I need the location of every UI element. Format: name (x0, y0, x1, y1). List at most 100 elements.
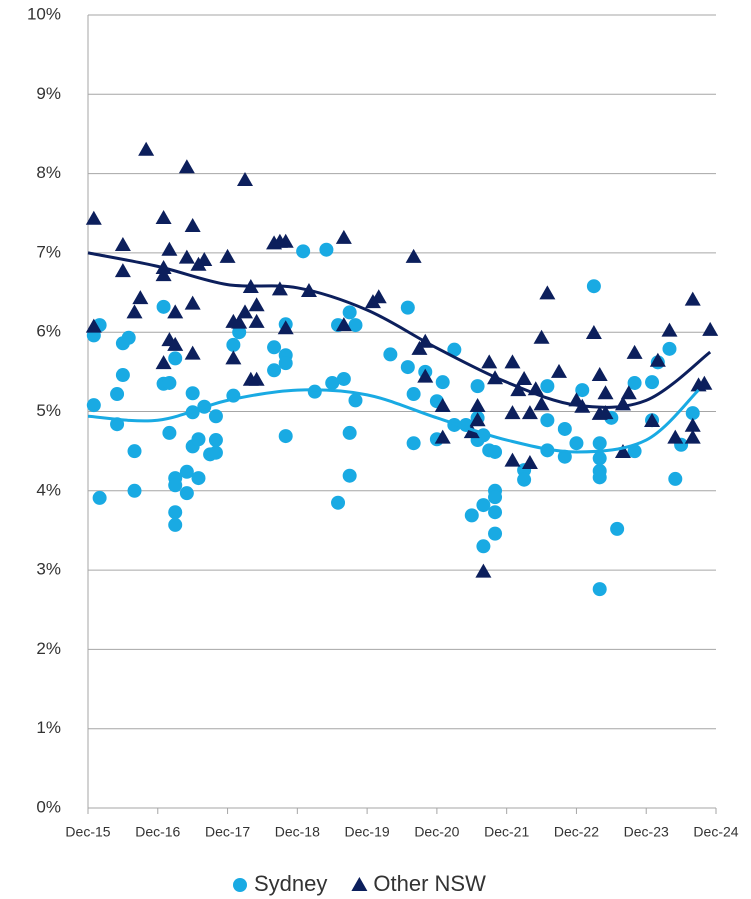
y-tick-label: 3% (36, 560, 61, 579)
point (504, 452, 521, 467)
point (248, 313, 265, 328)
point (168, 517, 183, 532)
point (138, 141, 155, 156)
point (271, 281, 288, 296)
point (162, 425, 177, 440)
y-tick-label: 9% (36, 84, 61, 103)
point (644, 413, 661, 428)
y-tick-label: 6% (36, 322, 61, 341)
point (342, 425, 357, 440)
point (86, 398, 101, 413)
point (406, 387, 421, 402)
point (434, 429, 451, 444)
point (411, 340, 428, 355)
point (667, 429, 684, 444)
point (162, 375, 177, 390)
point (383, 347, 398, 362)
point (627, 444, 642, 459)
point (488, 505, 503, 520)
point (168, 351, 183, 366)
point (614, 443, 631, 458)
point (684, 291, 701, 306)
point (184, 295, 201, 310)
point (540, 379, 555, 394)
x-tick-label: Dec-20 (414, 824, 459, 840)
point (620, 385, 637, 400)
point (179, 464, 194, 479)
point (469, 412, 486, 427)
legend-marker (233, 878, 247, 892)
x-tick-label: Dec-15 (65, 824, 110, 840)
point (488, 444, 503, 459)
x-tick-label: Dec-18 (275, 824, 320, 840)
point (400, 360, 415, 375)
point (592, 470, 607, 485)
point (161, 241, 178, 256)
point (348, 393, 363, 408)
point (278, 429, 293, 444)
point (685, 406, 700, 421)
point (184, 217, 201, 232)
point (208, 433, 223, 448)
point (668, 471, 683, 486)
point (645, 375, 660, 390)
point (597, 385, 614, 400)
point (517, 472, 532, 487)
point (155, 267, 172, 282)
point (575, 383, 590, 398)
x-tick-label: Dec-17 (205, 824, 250, 840)
legend-label: Other NSW (373, 871, 486, 896)
point (114, 263, 131, 278)
point (469, 397, 486, 412)
point (447, 342, 462, 357)
point (225, 350, 242, 365)
point (114, 236, 131, 251)
point (167, 336, 184, 351)
point (488, 490, 503, 505)
point (167, 304, 184, 319)
point (219, 248, 236, 263)
point (504, 354, 521, 369)
point (121, 330, 136, 345)
point (184, 345, 201, 360)
point (237, 171, 253, 186)
point (696, 375, 713, 390)
point (488, 526, 503, 541)
point (178, 159, 195, 174)
point (586, 279, 601, 294)
point (325, 375, 340, 390)
point (179, 486, 194, 501)
y-tick-label: 8% (36, 163, 61, 182)
point (267, 363, 282, 378)
point (592, 451, 607, 466)
x-tick-label: Dec-22 (554, 824, 599, 840)
point (627, 375, 642, 390)
point (521, 455, 538, 470)
point (510, 382, 527, 397)
point (168, 478, 183, 493)
y-tick-label: 1% (36, 718, 61, 737)
point (464, 508, 479, 523)
point (331, 495, 346, 510)
point (476, 539, 491, 554)
x-tick-label: Dec-21 (484, 824, 529, 840)
point (335, 229, 352, 244)
point (342, 305, 357, 320)
y-tick-label: 10% (27, 4, 61, 23)
point (231, 314, 248, 329)
point (208, 445, 223, 460)
point (516, 370, 533, 385)
point (649, 352, 666, 367)
point (540, 413, 555, 428)
point (539, 285, 556, 300)
point (569, 436, 584, 451)
point (155, 210, 172, 225)
point (277, 233, 294, 248)
y-tick-label: 4% (36, 480, 61, 499)
point (504, 405, 521, 420)
point (248, 371, 265, 386)
point (232, 325, 247, 340)
point (208, 409, 223, 424)
x-tick-label: Dec-16 (135, 824, 180, 840)
point (319, 242, 334, 257)
